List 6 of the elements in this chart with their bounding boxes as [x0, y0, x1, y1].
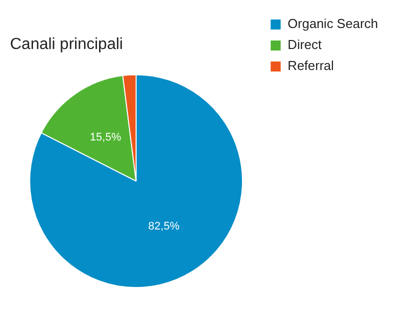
data-label: 82,5% [148, 220, 180, 232]
legend-label: Direct [288, 37, 322, 52]
text: Canali principali [10, 36, 123, 54]
data-label: 15,5% [90, 132, 122, 144]
legend-label: Organic Search [288, 16, 378, 32]
legend-label: Referral [288, 58, 334, 74]
